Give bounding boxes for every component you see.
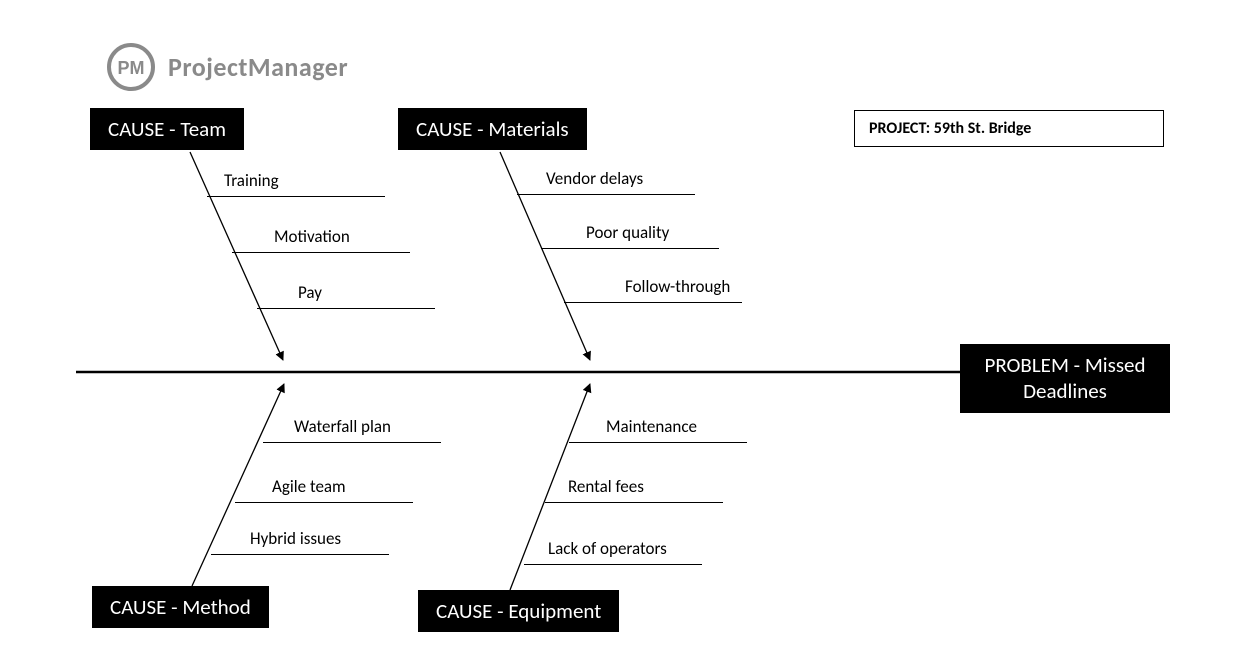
brand-logo: PM ProjectManager	[106, 42, 348, 92]
brand-badge-text: PM	[118, 58, 145, 78]
sub-materials-vendor: Vendor delays	[546, 168, 643, 189]
sub-team-pay: Pay	[298, 282, 322, 303]
project-name: 59th St. Bridge	[934, 119, 1032, 138]
sub-equipment-operators: Lack of operators	[548, 538, 667, 559]
sub-method-agile: Agile team	[272, 476, 346, 497]
project-box: PROJECT: 59th St. Bridge	[854, 110, 1164, 147]
sub-rule	[564, 302, 742, 303]
cause-box-method: CAUSE - Method	[92, 586, 269, 628]
sub-rule	[569, 442, 747, 443]
sub-method-hybrid: Hybrid issues	[250, 528, 341, 549]
cause-box-team: CAUSE - Team	[90, 108, 244, 150]
sub-materials-quality: Poor quality	[586, 222, 669, 243]
sub-rule	[211, 554, 389, 555]
sub-rule	[207, 196, 385, 197]
problem-prefix: PROBLEM -	[984, 352, 1080, 378]
project-label: PROJECT:	[869, 119, 930, 138]
sub-rule	[541, 248, 719, 249]
cause-box-materials: CAUSE - Materials	[398, 108, 587, 150]
fishbone-lines	[0, 0, 1254, 669]
sub-rule	[257, 308, 435, 309]
sub-rule	[235, 502, 413, 503]
problem-box: PROBLEM - Missed Deadlines	[960, 344, 1170, 413]
sub-rule	[263, 442, 441, 443]
sub-rule	[524, 564, 702, 565]
cause-box-equipment: CAUSE - Equipment	[418, 590, 619, 632]
brand-logo-icon: PM	[106, 42, 156, 92]
bone-method	[192, 384, 284, 586]
sub-equipment-rental: Rental fees	[568, 476, 644, 497]
sub-rule	[232, 252, 410, 253]
sub-equipment-maintenance: Maintenance	[606, 416, 697, 437]
sub-materials-follow: Follow-through	[625, 276, 730, 297]
sub-rule	[517, 194, 695, 195]
sub-team-motivation: Motivation	[274, 226, 350, 247]
sub-team-training: Training	[224, 170, 279, 191]
sub-method-waterfall: Waterfall plan	[294, 416, 391, 437]
brand-name: ProjectManager	[168, 51, 348, 83]
sub-rule	[545, 502, 723, 503]
